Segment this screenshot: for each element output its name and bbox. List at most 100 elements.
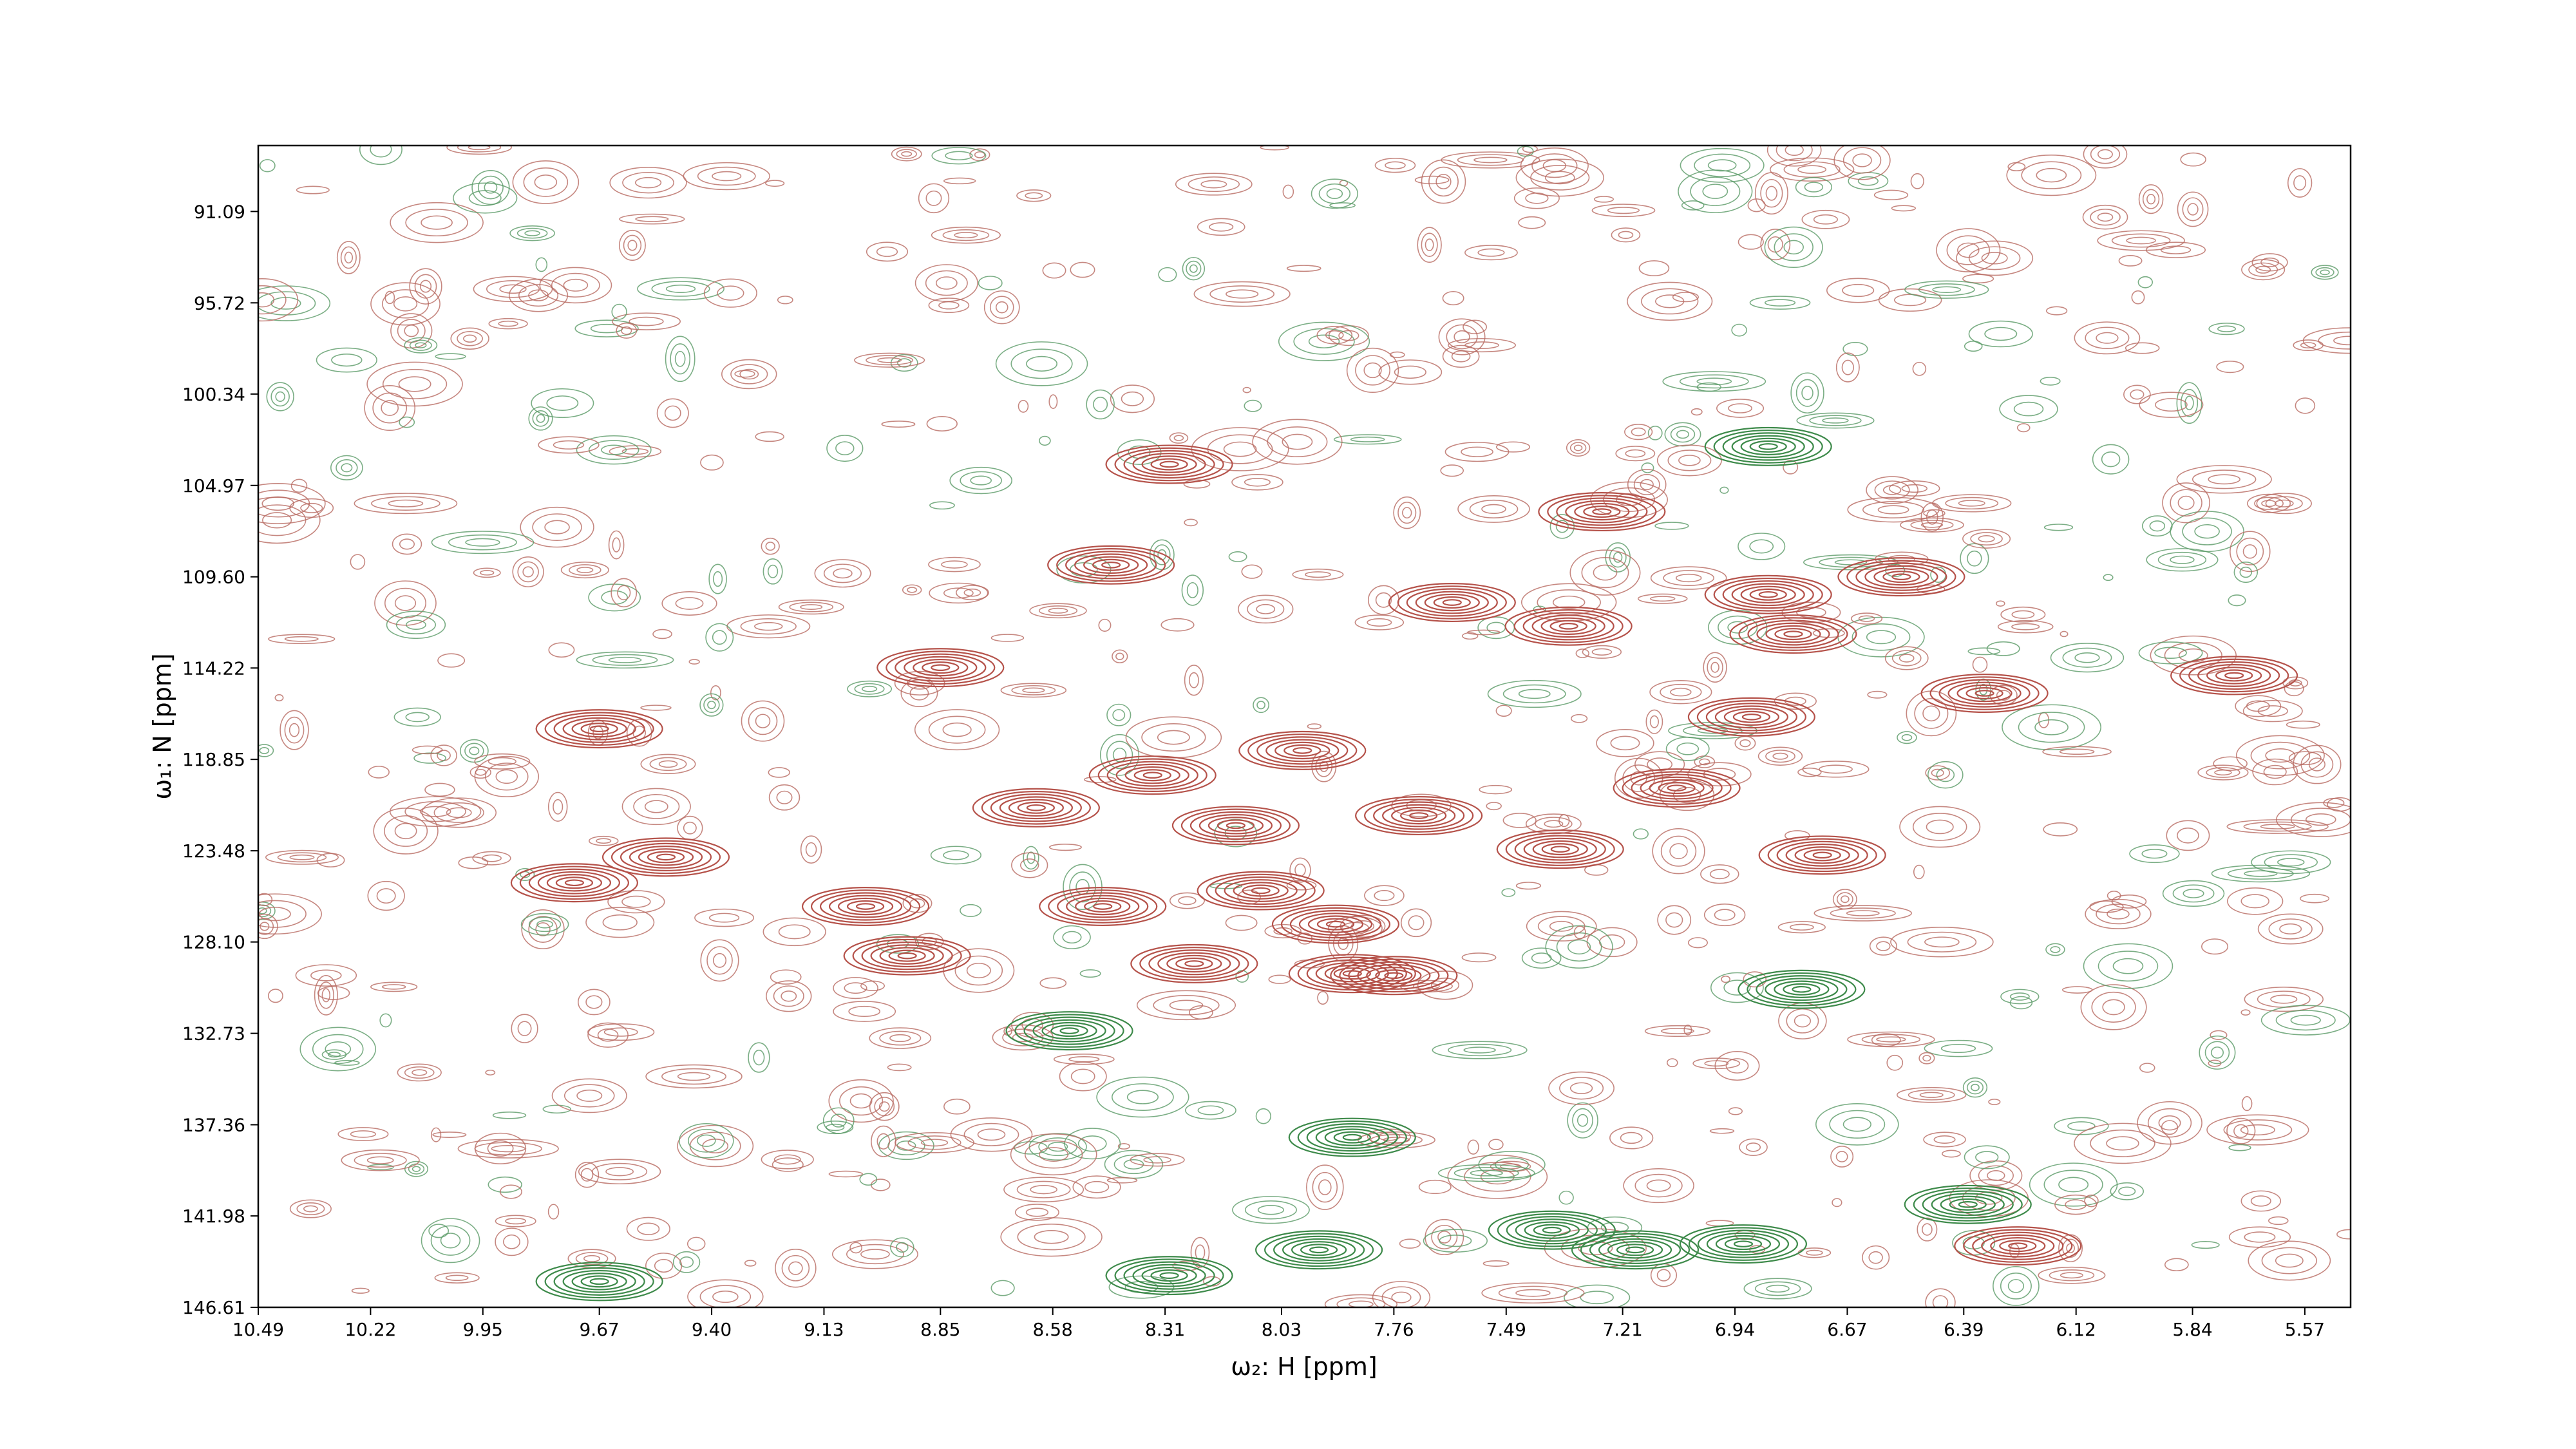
noise-contour xyxy=(1876,941,1891,951)
peak xyxy=(1105,1256,1233,1296)
contour-ring xyxy=(544,712,654,746)
contour-ring xyxy=(1607,1241,1663,1259)
noise-contour xyxy=(1391,1291,1412,1303)
noise-contour xyxy=(258,893,273,907)
noise-contour xyxy=(1256,603,1276,614)
peak xyxy=(1954,1226,2082,1266)
contour-ring xyxy=(1114,447,1224,482)
contour-ring xyxy=(580,1275,618,1288)
noise-contour xyxy=(394,595,417,611)
noise-contour xyxy=(1670,687,1692,697)
contour-ring xyxy=(1704,574,1832,614)
noise-contour xyxy=(1241,564,1263,579)
noise-contour xyxy=(404,1160,429,1177)
noise-contour xyxy=(1978,535,1995,543)
peak xyxy=(1904,1184,2032,1224)
peak xyxy=(1238,730,1367,770)
noise-contour xyxy=(1922,705,1940,722)
noise-contour xyxy=(1186,582,1198,598)
noise-contour xyxy=(2263,764,2287,779)
noise-contour xyxy=(1072,1175,1121,1199)
noise-contour xyxy=(258,744,274,757)
noise-contour xyxy=(909,898,925,909)
noise-contour xyxy=(480,570,495,576)
noise-contour xyxy=(2288,751,2322,766)
noise-contour xyxy=(405,712,430,723)
noise-contour xyxy=(1255,1108,1271,1124)
noise-contour xyxy=(833,977,878,999)
noise-contour xyxy=(2333,336,2351,346)
noise-contour xyxy=(1482,1260,1510,1267)
noise-contour xyxy=(619,213,685,225)
noise-contour xyxy=(1967,550,1982,567)
noise-contour xyxy=(1253,697,1270,714)
noise-contour xyxy=(664,405,681,421)
noise-contour xyxy=(2242,544,2257,559)
contour-ring xyxy=(1505,832,1615,866)
noise-contour xyxy=(2228,594,2246,607)
noise-contour xyxy=(2206,767,2240,778)
noise-contour xyxy=(2160,245,2192,254)
noise-contour xyxy=(609,445,662,458)
noise-contour xyxy=(777,296,793,305)
noise-contour xyxy=(1203,1276,1221,1287)
noise-contour xyxy=(1084,1180,1110,1193)
noise-contour xyxy=(741,700,785,742)
contour-ring xyxy=(1097,758,1208,793)
peak xyxy=(1488,1210,1616,1250)
contour-ring xyxy=(1017,801,1055,814)
noise-contour xyxy=(1901,484,1928,493)
noise-contour xyxy=(1053,1053,1115,1065)
noise-contour xyxy=(2318,331,2351,350)
noise-contour xyxy=(588,440,639,460)
contour-ring xyxy=(1589,1235,1681,1264)
noise-contour xyxy=(532,513,582,542)
noise-contour xyxy=(1830,1146,1854,1168)
noise-contour xyxy=(1877,505,1909,515)
noise-contour xyxy=(943,1098,971,1115)
contour-ring xyxy=(1271,904,1400,944)
noise-contour xyxy=(1647,426,1663,440)
noise-contour xyxy=(869,1092,900,1121)
peak xyxy=(1729,614,1857,654)
noise-contour xyxy=(1663,570,1715,586)
noise-contour xyxy=(1727,621,1748,634)
noise-contour xyxy=(560,562,609,579)
noise-contour xyxy=(296,185,330,194)
noise-contour xyxy=(683,821,697,835)
noise-contour xyxy=(2154,398,2188,412)
contour-ring xyxy=(1409,812,1429,819)
contour-ring xyxy=(638,848,694,866)
noise-contour xyxy=(1710,972,1764,1003)
noise-contour xyxy=(1962,274,1994,284)
noise-contour xyxy=(1306,1164,1344,1210)
noise-contour xyxy=(1795,379,1819,407)
noise-contour xyxy=(316,853,345,867)
noise-contour xyxy=(1425,238,1434,252)
noise-contour xyxy=(1646,1179,1671,1192)
noise-contour xyxy=(697,166,756,186)
noise-contour xyxy=(2180,152,2206,167)
noise-contour xyxy=(849,1093,873,1109)
noise-contour xyxy=(768,767,791,778)
noise-contour xyxy=(1716,399,1765,418)
noise-contour xyxy=(935,276,958,290)
noise-contour xyxy=(321,988,330,1003)
noise-contour xyxy=(1354,614,1405,630)
contour-ring xyxy=(1315,1126,1389,1150)
contour-ring xyxy=(1217,819,1255,832)
noise-contour xyxy=(587,1022,629,1048)
noise-contour xyxy=(687,1236,706,1251)
noise-contour xyxy=(1049,843,1082,851)
noise-contour xyxy=(1190,1236,1210,1268)
noise-contour xyxy=(835,441,855,455)
contour-ring xyxy=(1667,784,1687,791)
noise-contour xyxy=(1857,176,1879,186)
noise-contour xyxy=(2265,496,2303,511)
contour-ring xyxy=(1224,879,1298,902)
contour-ring xyxy=(1093,903,1113,910)
noise-contour xyxy=(495,1215,536,1227)
contour-ring xyxy=(2008,1242,2028,1249)
contour-ring xyxy=(810,889,921,923)
contour-ring xyxy=(2224,672,2244,679)
